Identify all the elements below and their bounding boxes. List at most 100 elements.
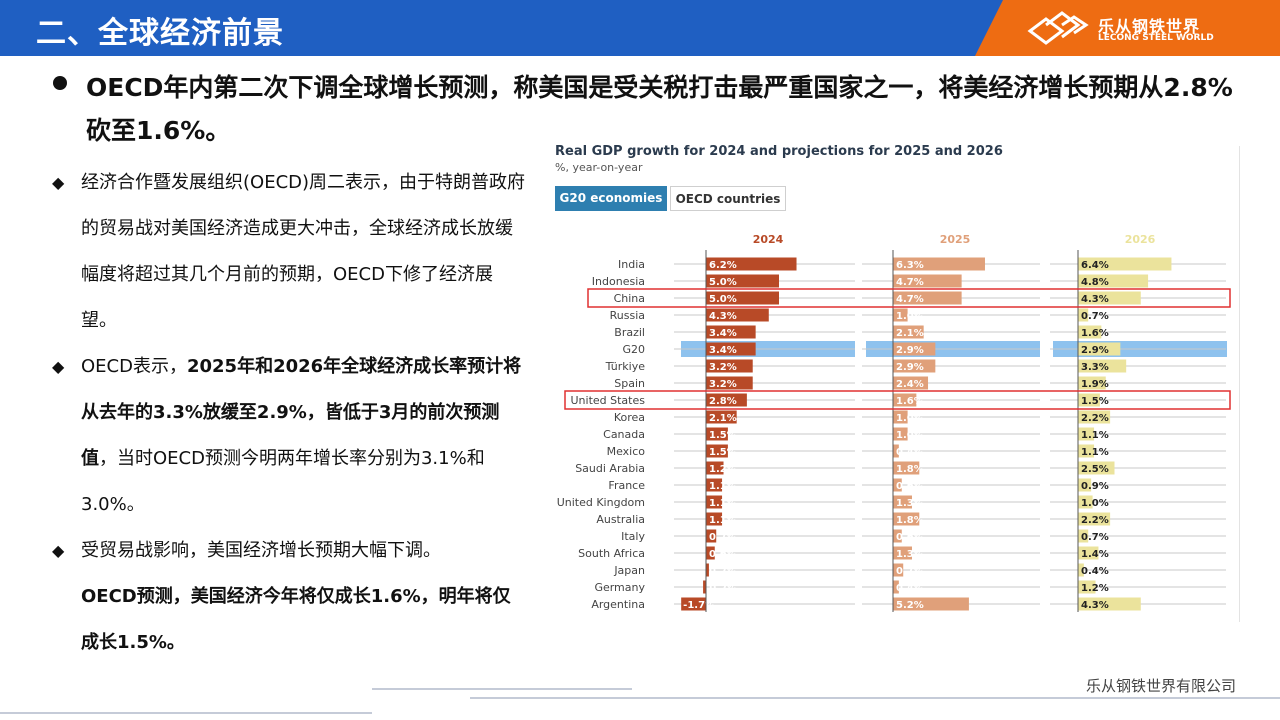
- value-label: 4.8%: [1081, 277, 1109, 288]
- value-label: 1.0%: [1081, 498, 1109, 509]
- value-label: 1.1%: [1081, 430, 1109, 441]
- bar-2025: [893, 461, 920, 475]
- bar-2025: [893, 257, 985, 271]
- value-label: 1.2%: [709, 464, 737, 475]
- bar-2026: [1078, 376, 1106, 390]
- category-label: G20: [622, 343, 645, 356]
- value-label: 0.7%: [1081, 311, 1109, 322]
- value-label: 1.1%: [709, 481, 737, 492]
- bar-2025: [893, 546, 912, 560]
- bar-2026: [1078, 546, 1099, 560]
- bar-2026: [1078, 444, 1095, 458]
- bar-2024: [706, 325, 756, 339]
- value-label: 1.3%: [896, 498, 924, 509]
- value-label: 1.6%: [896, 396, 924, 407]
- bar-2025: [893, 274, 962, 288]
- bar-2026: [1078, 410, 1111, 424]
- bar-2025: [893, 410, 908, 424]
- category-label: France: [608, 479, 645, 492]
- bar-2025: [893, 444, 899, 458]
- category-label: Japan: [613, 564, 645, 577]
- value-label: 1.1%: [709, 498, 737, 509]
- bullet-1-text: 经济合作暨发展组织(OECD)周二表示，由于特朗普政府的贸易战对美国经济造成更大…: [81, 172, 526, 331]
- category-label: Spain: [614, 377, 645, 390]
- chart-subtitle: %, year-on-year: [555, 161, 643, 174]
- value-label: 2.1%: [709, 413, 737, 424]
- bar-2024: [706, 393, 747, 407]
- bar-2024: [706, 444, 728, 458]
- value-label: 6.2%: [709, 260, 737, 271]
- bar-2024: [706, 274, 779, 288]
- category-label: Brazil: [614, 326, 645, 339]
- value-label: 0.9%: [1081, 481, 1109, 492]
- footer-line: [372, 688, 632, 690]
- tab-g20-economies[interactable]: G20 economies: [555, 186, 667, 211]
- bar-2026: [1078, 597, 1141, 611]
- value-label: 1.5%: [709, 447, 737, 458]
- value-label: 4.7%: [896, 277, 924, 288]
- bar-2024: [706, 359, 753, 373]
- bullet-2-text-pre: OECD表示，: [81, 356, 187, 377]
- bar-2024: [706, 512, 723, 526]
- value-label: 1.6%: [1081, 328, 1109, 339]
- bullet-2-text-bold: 2025年和2026年全球经济成长率预计将从去年的3.3%放缓至2.9%，皆低于…: [81, 356, 522, 469]
- bar-2024: [706, 529, 717, 543]
- bullet-item-3: ◆ 受贸易战影响，美国经济增长预期大幅下调。: [50, 528, 528, 574]
- value-label: -0.2%: [705, 583, 737, 594]
- category-label: Mexico: [607, 445, 646, 458]
- highlight-box-united-states: [564, 390, 1231, 410]
- category-label: Indonesia: [592, 275, 645, 288]
- value-label: 1.3%: [896, 549, 924, 560]
- value-label: 1.5%: [1081, 396, 1109, 407]
- header-logo-band: [975, 0, 1280, 56]
- category-label: Canada: [603, 428, 645, 441]
- bullet-2-text-post: ，当时OECD预测今明两年增长率分别为3.1%和3.0%。: [81, 448, 485, 515]
- value-label: 1.0%: [896, 430, 924, 441]
- value-label: 4.3%: [1081, 600, 1109, 611]
- value-label: 1.9%: [1081, 379, 1109, 390]
- tab-oecd-countries[interactable]: OECD countries: [670, 186, 786, 211]
- bullet-list: ◆ 经济合作暨发展组织(OECD)周二表示，由于特朗普政府的贸易战对美国经济造成…: [50, 160, 528, 666]
- value-label: 1.2%: [1081, 583, 1109, 594]
- category-label: China: [614, 292, 645, 305]
- bar-2024: [706, 563, 709, 577]
- bar-2026: [1078, 529, 1089, 543]
- bar-2025: [893, 563, 904, 577]
- category-label: Korea: [614, 411, 645, 424]
- series-header-2024: 2024: [753, 233, 784, 246]
- highlight-box-china: [587, 288, 1231, 308]
- bullet-3-bold-text: OECD预测，美国经济今年将仅成长1.6%，明年将仅成长1.5%。: [81, 586, 511, 653]
- value-label: 0.7%: [1081, 532, 1109, 543]
- bar-2025: [893, 529, 902, 543]
- bullet-item-2: ◆ OECD表示，2025年和2026年全球经济成长率预计将从去年的3.3%放缓…: [50, 344, 528, 528]
- value-label: 1.1%: [1081, 447, 1109, 458]
- bar-2026: [1078, 580, 1096, 594]
- bar-2025: [893, 478, 902, 492]
- diamond-bullet-icon: ◆: [52, 357, 65, 376]
- bar-2025: [893, 597, 969, 611]
- value-label: 2.4%: [896, 379, 924, 390]
- diamond-bullet-icon: ◆: [52, 173, 65, 192]
- category-label: Türkiye: [605, 360, 646, 373]
- value-label: 6.3%: [896, 260, 924, 271]
- value-label: 2.2%: [1081, 515, 1109, 526]
- value-label: 2.1%: [896, 328, 924, 339]
- value-label: 5.2%: [896, 600, 924, 611]
- category-label: Argentina: [591, 598, 645, 611]
- category-label: Saudi Arabia: [575, 462, 645, 475]
- value-label: 3.3%: [1081, 362, 1109, 373]
- value-label: 2.9%: [1081, 345, 1109, 356]
- value-label: 1.8%: [896, 515, 924, 526]
- value-label: 3.2%: [709, 362, 737, 373]
- bar-2024: [706, 427, 728, 441]
- bar-2025: [893, 325, 924, 339]
- bar-2025: [893, 512, 920, 526]
- bullet-dot: [53, 76, 67, 90]
- page-title: 二、全球经济前景: [36, 16, 284, 51]
- logo-text-en: LECONG STEEL WORLD: [1098, 33, 1214, 43]
- footer-line: [0, 712, 372, 714]
- bar-2026: [1078, 308, 1089, 322]
- bar-2024: [706, 410, 737, 424]
- category-label: Germany: [594, 581, 645, 594]
